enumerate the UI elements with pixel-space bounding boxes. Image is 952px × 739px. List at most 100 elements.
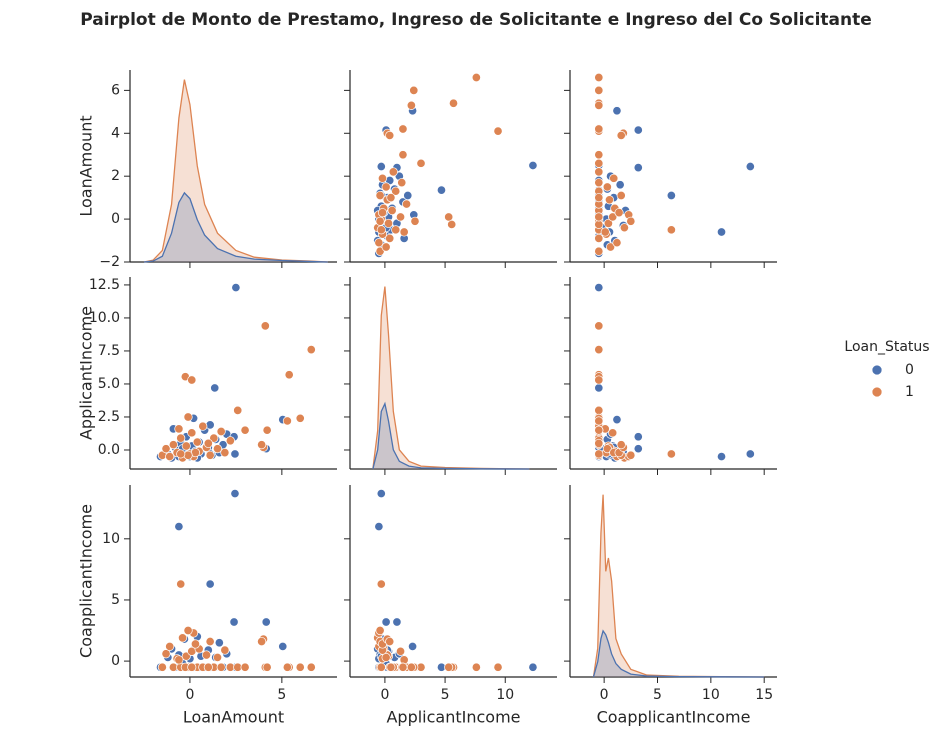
scatter-point: [295, 413, 305, 423]
scatter-point: [395, 646, 406, 656]
scatter-point: [594, 383, 604, 393]
scatter-point: [666, 225, 676, 235]
scatter-point: [603, 218, 613, 228]
kde-area: [143, 192, 328, 262]
scatter-point: [381, 182, 391, 192]
scatter-point: [262, 662, 272, 672]
scatter-point: [391, 225, 401, 235]
scatter-point: [386, 193, 396, 203]
scatter-point: [376, 161, 386, 172]
scatter-point: [295, 662, 305, 672]
scatter-point: [616, 130, 626, 140]
scatter-point: [716, 452, 727, 462]
scatter-point: [220, 448, 230, 458]
scatter-point: [406, 100, 416, 110]
scatter-point: [233, 405, 243, 415]
x-tick-label: 0: [600, 687, 609, 703]
scatter-point: [448, 98, 459, 108]
scatter-point: [594, 283, 604, 293]
scatter-point: [377, 173, 388, 183]
x-tick-label: 15: [755, 687, 773, 703]
scatter-point: [157, 662, 167, 672]
scatter-point: [616, 440, 626, 450]
scatter-point: [375, 190, 385, 201]
scatter-point: [600, 227, 610, 237]
y-tick-label: 6: [111, 82, 120, 98]
scatter-point: [176, 579, 186, 589]
scatter-point: [381, 652, 391, 662]
scatter-point: [410, 216, 420, 226]
scatter-point: [493, 662, 503, 672]
scatter-point: [528, 662, 538, 672]
legend-marker: [871, 364, 883, 376]
scatter-point: [594, 246, 604, 256]
scatter-point: [386, 662, 396, 672]
legend-title: Loan_Status: [844, 339, 929, 355]
scatter-point: [402, 199, 412, 209]
scatter-point: [444, 662, 454, 672]
scatter-point: [212, 444, 223, 454]
scatter-point: [409, 85, 419, 95]
kde-line: [372, 286, 530, 470]
scatter-point: [375, 216, 385, 226]
scatter-point: [612, 415, 622, 425]
scatter-point: [282, 416, 292, 426]
scatter-point: [374, 522, 384, 532]
scatter-point: [176, 449, 186, 459]
scatter-point: [383, 218, 394, 228]
y-axis-label: LoanAmount: [77, 115, 96, 216]
scatter-point: [626, 450, 636, 460]
scatter-point: [398, 150, 408, 160]
x-tick-label: 10: [496, 687, 514, 703]
scatter-point: [161, 649, 171, 659]
scatter-point: [633, 163, 643, 173]
scatter-point: [594, 158, 604, 168]
scatter-point: [216, 426, 226, 437]
y-tick-label: 10.0: [89, 310, 120, 326]
scatter-point: [216, 662, 226, 672]
scatter-point: [212, 652, 223, 662]
scatter-point: [594, 72, 604, 83]
scatter-point: [198, 421, 208, 431]
scatter-point: [594, 425, 604, 435]
scatter-point: [633, 432, 643, 442]
scatter-point: [374, 238, 384, 248]
scatter-point: [408, 641, 418, 651]
y-tick-label: 5.0: [98, 376, 120, 392]
y-tick-label: 0: [111, 211, 120, 227]
y-tick-label: 2.5: [98, 409, 120, 425]
scatter-point: [284, 370, 294, 380]
scatter-point: [376, 225, 386, 235]
scatter-point: [406, 662, 416, 672]
scatter-point: [187, 428, 197, 438]
scatter-point: [187, 662, 197, 672]
scatter-point: [745, 449, 755, 459]
kde-area: [143, 79, 328, 262]
scatter-point: [399, 655, 409, 665]
scatter-point: [388, 167, 398, 177]
y-tick-label: 12.5: [89, 277, 120, 293]
legend-marker: [871, 386, 883, 398]
scatter-point: [210, 383, 220, 393]
scatter-point: [229, 617, 239, 627]
scatter-point: [165, 452, 175, 462]
scatter-point: [619, 223, 629, 233]
y-tick-label: −2: [99, 254, 120, 270]
scatter-point: [605, 242, 616, 252]
scatter-point: [231, 283, 241, 293]
scatter-point: [745, 161, 755, 172]
scatter-point: [261, 617, 271, 627]
y-tick-label: 0.0: [98, 442, 120, 458]
scatter-point: [594, 167, 604, 177]
scatter-point: [174, 655, 184, 665]
scatter-point: [385, 130, 395, 140]
scatter-point: [403, 190, 413, 201]
x-tick-label: 10: [702, 687, 720, 703]
scatter-point: [392, 617, 402, 627]
scatter-point: [395, 212, 406, 222]
scatter-point: [594, 100, 604, 110]
y-tick-label: 5: [111, 592, 120, 608]
scatter-point: [594, 233, 604, 243]
scatter-point: [609, 173, 619, 183]
